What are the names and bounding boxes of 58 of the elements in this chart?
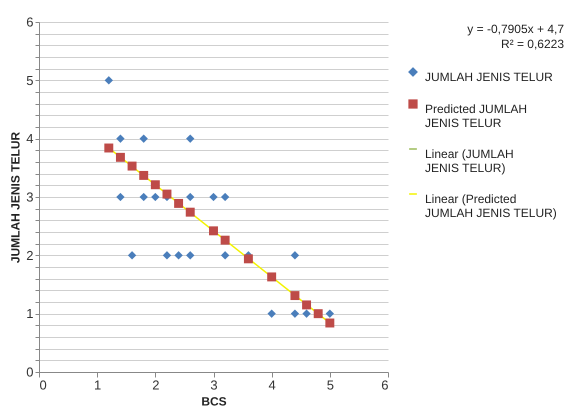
- point: [326, 309, 334, 318]
- point: [140, 192, 148, 202]
- x-tick-label: 6: [381, 378, 388, 392]
- point: [290, 291, 300, 300]
- x-tick-label: 1: [94, 378, 102, 392]
- point: [290, 251, 300, 260]
- point: [116, 192, 125, 202]
- y-tick-label: 2: [26, 248, 34, 263]
- x-tick-label: 4: [268, 378, 276, 392]
- text: R² = 0,6223: [500, 37, 564, 52]
- point: [267, 272, 276, 282]
- point: [186, 192, 194, 202]
- point: [151, 192, 160, 202]
- point: [174, 251, 183, 260]
- y-tick-label: 3: [26, 190, 34, 204]
- point: [128, 162, 137, 171]
- point: [220, 236, 230, 245]
- y-axis-title: JUMLAH JENIS TELUR: [8, 131, 22, 264]
- point: [220, 251, 230, 260]
- legend-label: JUMLAH JENIS TELUR: [425, 70, 554, 84]
- point: [186, 208, 195, 217]
- point: [302, 309, 311, 318]
- text: y = -0,7905x + 4,7: [467, 22, 564, 37]
- point: [140, 134, 148, 143]
- point: [267, 309, 276, 318]
- legend-label: Linear (JUMLAH JENIS TELUR): [425, 147, 514, 175]
- point: [290, 309, 300, 318]
- point: [244, 254, 253, 264]
- x-tick-label: 2: [152, 378, 160, 392]
- legend-label: Linear (Predicted JUMLAH JENIS TELUR): [425, 192, 557, 220]
- point: [104, 76, 113, 85]
- y-tick-label: 6: [26, 14, 34, 30]
- point: [104, 144, 114, 152]
- x-axis-title: BCS: [201, 394, 227, 408]
- point: [186, 251, 194, 260]
- legend-label: Predicted JUMLAH JENIS TELUR: [425, 102, 528, 130]
- point: [162, 251, 172, 260]
- y-tick-label: 1: [26, 306, 34, 322]
- y-tick-label: 5: [26, 72, 34, 88]
- x-tick-label: 0: [40, 378, 47, 392]
- point: [150, 180, 160, 190]
- x-tick-label: 5: [326, 378, 334, 392]
- y-tick-label: 0: [26, 364, 34, 380]
- point: [116, 152, 125, 162]
- point: [302, 300, 312, 310]
- point: [209, 226, 218, 236]
- point: [174, 198, 184, 208]
- x-tick-label: 3: [210, 378, 218, 392]
- point: [116, 134, 125, 143]
- point: [186, 134, 194, 143]
- point: [162, 190, 172, 199]
- point: [314, 309, 323, 318]
- point: [128, 251, 136, 260]
- point: [325, 318, 334, 328]
- point: [220, 192, 230, 202]
- point: [139, 170, 148, 180]
- y-tick-label: 4: [26, 131, 34, 146]
- point: [209, 192, 218, 202]
